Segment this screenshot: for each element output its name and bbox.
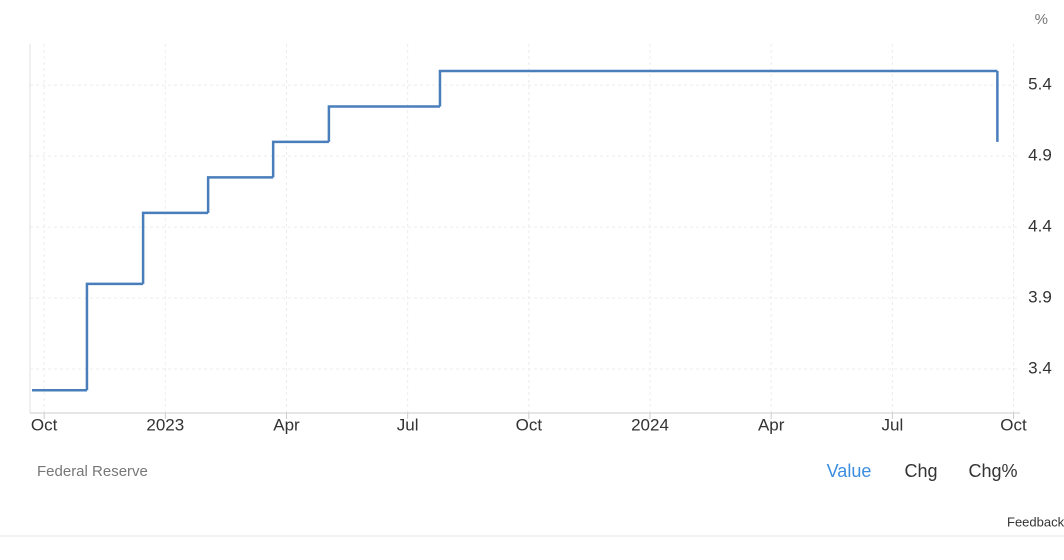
y-tick-label: 4.9: [1028, 146, 1052, 165]
step-segment: [271, 140, 329, 178]
y-tick-label: 3.9: [1028, 288, 1052, 307]
tab-value[interactable]: Value: [827, 461, 872, 481]
x-tick-label: Jul: [881, 415, 903, 434]
step-segment: [85, 282, 144, 391]
x-tick-label: 2023: [146, 415, 184, 434]
step-segment: [206, 176, 274, 213]
y-tick-label: 3.4: [1028, 358, 1052, 377]
x-tick-label: Jul: [397, 415, 419, 434]
y-tick-label: 5.4: [1028, 75, 1052, 94]
step-segment: [438, 69, 998, 107]
x-tick-label: Oct: [516, 415, 543, 434]
source-label: Federal Reserve: [37, 463, 148, 480]
x-tick-label: Apr: [273, 415, 300, 434]
x-tick-label: 2024: [631, 415, 669, 434]
x-tick-label: Oct: [31, 415, 58, 434]
feedback-link[interactable]: Feedback: [1007, 514, 1064, 529]
x-tick-label: Apr: [758, 415, 785, 434]
y-tick-label: 4.4: [1028, 217, 1052, 236]
tab-chg-pct[interactable]: Chg%: [968, 461, 1017, 481]
step-segment: [141, 211, 209, 284]
x-tick-label: Oct: [1000, 415, 1027, 434]
tab-chg[interactable]: Chg: [904, 461, 937, 481]
unit-label: %: [1035, 11, 1048, 28]
step-segment: [327, 105, 440, 142]
